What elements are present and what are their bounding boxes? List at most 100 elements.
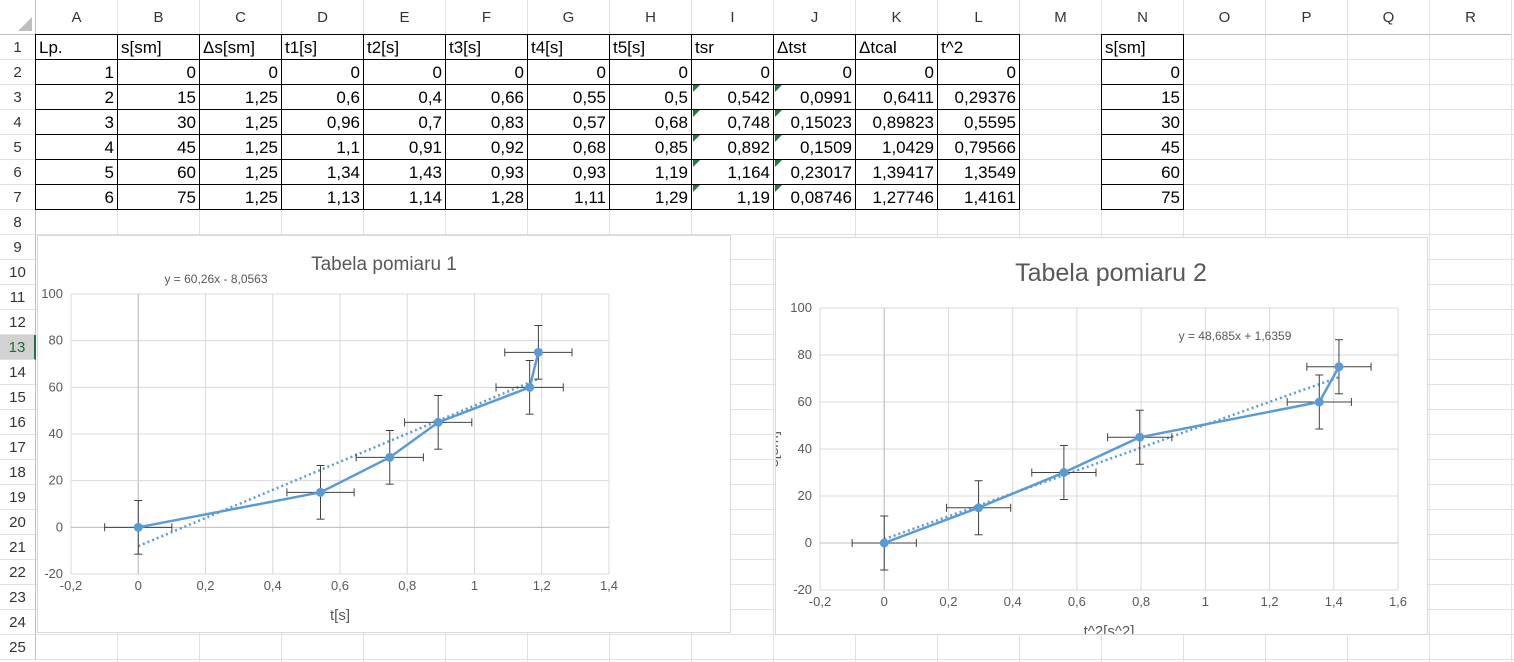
cell-i7[interactable]: 1,19 xyxy=(691,184,774,210)
cell-c3[interactable]: 1,25 xyxy=(199,84,282,110)
row-header-19[interactable]: 19 xyxy=(0,485,36,510)
cell-f6[interactable]: 0,93 xyxy=(445,159,528,185)
cell-g2[interactable]: 0 xyxy=(527,59,610,85)
column-header-h[interactable]: H xyxy=(610,0,692,35)
row-header-12[interactable]: 12 xyxy=(0,310,36,335)
cell-n6[interactable]: 60 xyxy=(1101,159,1184,185)
column-header-k[interactable]: K xyxy=(856,0,938,35)
row-header-8[interactable]: 8 xyxy=(0,210,36,235)
cell-l4[interactable]: 0,5595 xyxy=(937,109,1020,135)
row-header-11[interactable]: 11 xyxy=(0,285,36,310)
row-header-17[interactable]: 17 xyxy=(0,435,36,460)
cell-n4[interactable]: 30 xyxy=(1101,109,1184,135)
column-header-d[interactable]: D xyxy=(282,0,364,35)
cell-i4[interactable]: 0,748 xyxy=(691,109,774,135)
row-header-10[interactable]: 10 xyxy=(0,260,36,285)
row-header-13[interactable]: 13 xyxy=(0,335,36,360)
row-header-25[interactable]: 25 xyxy=(0,635,36,660)
cell-g3[interactable]: 0,55 xyxy=(527,84,610,110)
cell-e2[interactable]: 0 xyxy=(363,59,446,85)
cell-c4[interactable]: 1,25 xyxy=(199,109,282,135)
row-header-1[interactable]: 1 xyxy=(0,35,36,60)
number-as-text-indicator[interactable] xyxy=(775,185,782,192)
cell-j1[interactable]: Δtst xyxy=(773,34,856,60)
cell-c2[interactable]: 0 xyxy=(199,59,282,85)
cell-e1[interactable]: t2[s] xyxy=(363,34,446,60)
number-as-text-indicator[interactable] xyxy=(693,160,700,167)
cell-f5[interactable]: 0,92 xyxy=(445,134,528,160)
column-header-n[interactable]: N xyxy=(1102,0,1184,35)
cell-h2[interactable]: 0 xyxy=(609,59,692,85)
cell-e5[interactable]: 0,91 xyxy=(363,134,446,160)
cell-g7[interactable]: 1,11 xyxy=(527,184,610,210)
cell-a7[interactable]: 6 xyxy=(35,184,118,210)
cell-d4[interactable]: 0,96 xyxy=(281,109,364,135)
number-as-text-indicator[interactable] xyxy=(693,135,700,142)
cell-a4[interactable]: 3 xyxy=(35,109,118,135)
number-as-text-indicator[interactable] xyxy=(693,185,700,192)
column-header-c[interactable]: C xyxy=(200,0,282,35)
row-header-20[interactable]: 20 xyxy=(0,510,36,535)
column-header-f[interactable]: F xyxy=(446,0,528,35)
cell-l2[interactable]: 0 xyxy=(937,59,1020,85)
cell-h1[interactable]: t5[s] xyxy=(609,34,692,60)
cell-b5[interactable]: 45 xyxy=(117,134,200,160)
row-header-7[interactable]: 7 xyxy=(0,185,36,210)
cell-a3[interactable]: 2 xyxy=(35,84,118,110)
column-header-o[interactable]: O xyxy=(1184,0,1266,35)
row-header-23[interactable]: 23 xyxy=(0,585,36,610)
column-header-b[interactable]: B xyxy=(118,0,200,35)
cell-i2[interactable]: 0 xyxy=(691,59,774,85)
cell-n2[interactable]: 0 xyxy=(1101,59,1184,85)
cell-h3[interactable]: 0,5 xyxy=(609,84,692,110)
row-header-24[interactable]: 24 xyxy=(0,610,36,635)
cell-n7[interactable]: 75 xyxy=(1101,184,1184,210)
cell-h6[interactable]: 1,19 xyxy=(609,159,692,185)
cell-b2[interactable]: 0 xyxy=(117,59,200,85)
row-header-15[interactable]: 15 xyxy=(0,385,36,410)
cell-n1[interactable]: s[sm] xyxy=(1101,34,1184,60)
number-as-text-indicator[interactable] xyxy=(775,85,782,92)
cell-f7[interactable]: 1,28 xyxy=(445,184,528,210)
cell-d6[interactable]: 1,34 xyxy=(281,159,364,185)
cell-k4[interactable]: 0,89823 xyxy=(855,109,938,135)
cell-j7[interactable]: 0,08746 xyxy=(773,184,856,210)
row-header-6[interactable]: 6 xyxy=(0,160,36,185)
cell-a2[interactable]: 1 xyxy=(35,59,118,85)
cell-k7[interactable]: 1,27746 xyxy=(855,184,938,210)
cell-d5[interactable]: 1,1 xyxy=(281,134,364,160)
row-header-16[interactable]: 16 xyxy=(0,410,36,435)
cell-i3[interactable]: 0,542 xyxy=(691,84,774,110)
cell-i1[interactable]: tsr xyxy=(691,34,774,60)
select-all-corner[interactable] xyxy=(0,0,36,35)
cell-b6[interactable]: 60 xyxy=(117,159,200,185)
cell-e6[interactable]: 1,43 xyxy=(363,159,446,185)
number-as-text-indicator[interactable] xyxy=(775,160,782,167)
cell-g6[interactable]: 0,93 xyxy=(527,159,610,185)
row-header-21[interactable]: 21 xyxy=(0,535,36,560)
cell-g1[interactable]: t4[s] xyxy=(527,34,610,60)
cell-i5[interactable]: 0,892 xyxy=(691,134,774,160)
cell-l3[interactable]: 0,29376 xyxy=(937,84,1020,110)
cell-l7[interactable]: 1,4161 xyxy=(937,184,1020,210)
cell-h4[interactable]: 0,68 xyxy=(609,109,692,135)
row-header-2[interactable]: 2 xyxy=(0,60,36,85)
cell-j6[interactable]: 0,23017 xyxy=(773,159,856,185)
cell-j4[interactable]: 0,15023 xyxy=(773,109,856,135)
number-as-text-indicator[interactable] xyxy=(693,110,700,117)
cell-b4[interactable]: 30 xyxy=(117,109,200,135)
cell-a6[interactable]: 5 xyxy=(35,159,118,185)
cell-n5[interactable]: 45 xyxy=(1101,134,1184,160)
cell-h5[interactable]: 0,85 xyxy=(609,134,692,160)
cell-n3[interactable]: 15 xyxy=(1101,84,1184,110)
cell-l1[interactable]: t^2 xyxy=(937,34,1020,60)
cell-k6[interactable]: 1,39417 xyxy=(855,159,938,185)
cell-f3[interactable]: 0,66 xyxy=(445,84,528,110)
cell-d7[interactable]: 1,13 xyxy=(281,184,364,210)
row-header-9[interactable]: 9 xyxy=(0,235,36,260)
column-header-r[interactable]: R xyxy=(1430,0,1512,35)
cell-b1[interactable]: s[sm] xyxy=(117,34,200,60)
number-as-text-indicator[interactable] xyxy=(775,110,782,117)
row-header-14[interactable]: 14 xyxy=(0,360,36,385)
cell-f4[interactable]: 0,83 xyxy=(445,109,528,135)
